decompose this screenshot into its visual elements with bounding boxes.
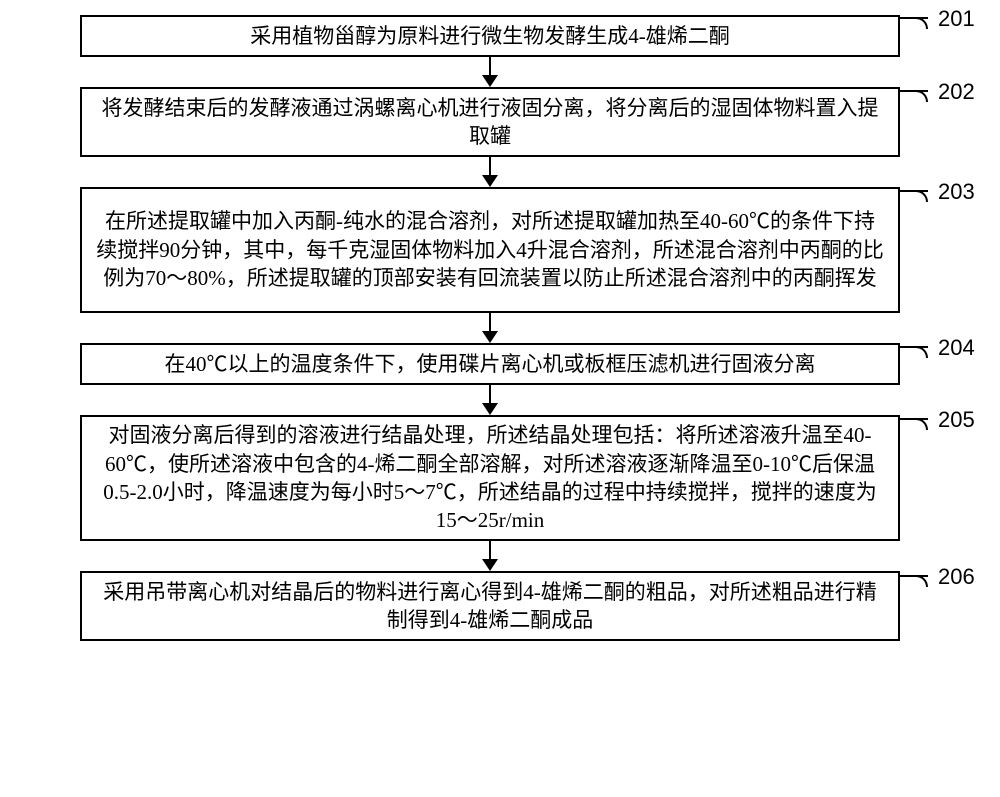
arrow-head-icon (482, 331, 498, 343)
step-text: 在所述提取罐中加入丙酮-纯水的混合溶剂，对所述提取罐加热至40-60℃的条件下持… (82, 201, 898, 298)
arrow (489, 157, 491, 187)
arrow-head-icon (482, 175, 498, 187)
flowchart-container: 采用植物甾醇为原料进行微生物发酵生成4-雄烯二酮 将发酵结束后的发酵液通过涡螺离… (80, 15, 900, 641)
arrow-head-icon (482, 75, 498, 87)
step-label-201: 201 (938, 6, 975, 32)
lead-line (900, 346, 928, 348)
arrow-head-icon (482, 559, 498, 571)
step-box-202: 将发酵结束后的发酵液通过涡螺离心机进行液固分离，将分离后的湿固体物料置入提取罐 (80, 87, 900, 157)
step-box-206: 采用吊带离心机对结晶后的物料进行离心得到4-雄烯二酮的粗品，对所述粗品进行精制得… (80, 571, 900, 641)
arrow (489, 541, 491, 571)
step-label-206: 206 (938, 564, 975, 590)
step-box-205: 对固液分离后得到的溶液进行结晶处理，所述结晶处理包括：将所述溶液升温至40-60… (80, 415, 900, 541)
step-label-205: 205 (938, 407, 975, 433)
step-box-204: 在40℃以上的温度条件下，使用碟片离心机或板框压滤机进行固液分离 (80, 343, 900, 385)
lead-line (900, 575, 928, 577)
lead-line (900, 17, 928, 19)
step-label-202: 202 (938, 79, 975, 105)
arrow-head-icon (482, 403, 498, 415)
step-text: 采用植物甾醇为原料进行微生物发酵生成4-雄烯二酮 (236, 16, 744, 56)
arrow (489, 313, 491, 343)
step-text: 将发酵结束后的发酵液通过涡螺离心机进行液固分离，将分离后的湿固体物料置入提取罐 (82, 88, 898, 157)
step-text: 在40℃以上的温度条件下，使用碟片离心机或板框压滤机进行固液分离 (151, 344, 830, 384)
step-box-203: 在所述提取罐中加入丙酮-纯水的混合溶剂，对所述提取罐加热至40-60℃的条件下持… (80, 187, 900, 313)
step-text: 采用吊带离心机对结晶后的物料进行离心得到4-雄烯二酮的粗品，对所述粗品进行精制得… (82, 572, 898, 641)
arrow (489, 57, 491, 87)
step-label-203: 203 (938, 179, 975, 205)
arrow (489, 385, 491, 415)
lead-line (900, 90, 928, 92)
lead-line (900, 418, 928, 420)
step-label-204: 204 (938, 335, 975, 361)
step-text: 对固液分离后得到的溶液进行结晶处理，所述结晶处理包括：将所述溶液升温至40-60… (82, 415, 898, 540)
lead-line (900, 190, 928, 192)
step-box-201: 采用植物甾醇为原料进行微生物发酵生成4-雄烯二酮 (80, 15, 900, 57)
